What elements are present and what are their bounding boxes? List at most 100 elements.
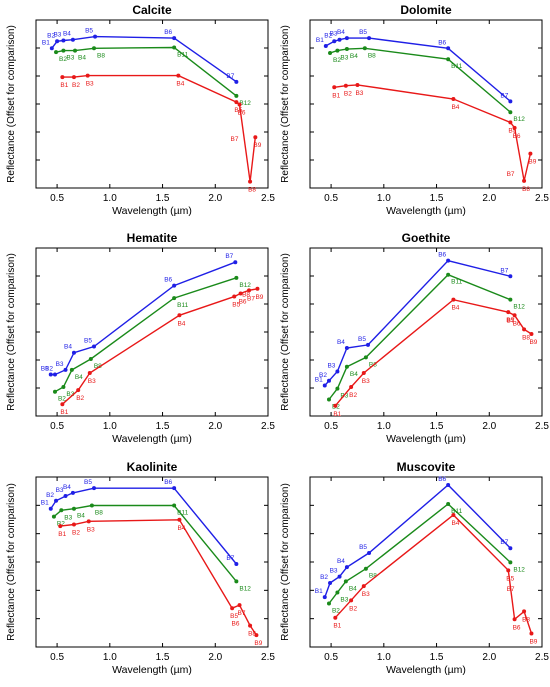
data-point	[332, 85, 337, 90]
data-point	[343, 579, 348, 584]
band-label: B9	[529, 339, 537, 346]
band-label: B9	[253, 142, 261, 149]
x-axis-label: Wavelength (µm)	[386, 664, 466, 676]
data-point	[335, 369, 340, 374]
band-label: B5	[358, 336, 366, 343]
band-label: B3	[56, 487, 64, 494]
data-point	[60, 75, 65, 80]
data-point	[362, 46, 367, 51]
band-label: B9	[254, 640, 262, 647]
band-label: B1	[316, 37, 324, 44]
x-tick-label: 1.0	[103, 652, 117, 663]
band-label: B6	[438, 252, 446, 259]
band-label: B1	[60, 82, 68, 89]
band-label: B12	[239, 282, 251, 289]
data-point	[512, 313, 517, 318]
data-point	[323, 43, 328, 48]
band-label: B1	[333, 411, 341, 418]
data-point	[87, 371, 92, 375]
band-label: B3	[86, 81, 94, 88]
band-label: B2	[349, 392, 357, 399]
band-label: B7	[226, 73, 234, 80]
data-point	[328, 50, 333, 55]
band-label: B6	[164, 277, 172, 284]
series-line	[328, 273, 511, 400]
data-point	[48, 506, 53, 511]
band-label: B3	[330, 568, 338, 575]
data-point	[51, 514, 56, 519]
x-axis-label: Wavelength (µm)	[112, 664, 192, 676]
data-point	[60, 402, 65, 407]
series-line	[62, 74, 256, 182]
chart-title: Kaolinite	[127, 460, 178, 474]
band-label: B7	[226, 555, 234, 562]
band-label: B3	[362, 378, 370, 385]
band-label: B12	[239, 585, 251, 592]
band-label: B2	[344, 91, 352, 98]
data-point	[234, 579, 239, 584]
x-tick-label: 1.5	[430, 193, 444, 204]
band-label: B2	[45, 366, 53, 373]
band-label: B4	[451, 104, 459, 111]
band-label: B3	[88, 378, 96, 385]
data-point	[333, 615, 338, 620]
band-label: B4	[63, 484, 71, 491]
data-point	[93, 34, 98, 39]
data-point	[254, 633, 259, 638]
data-point	[172, 45, 177, 50]
band-label: B4	[176, 81, 184, 88]
data-point	[451, 513, 456, 518]
data-point	[69, 367, 74, 372]
data-point	[59, 508, 64, 513]
data-point	[52, 372, 57, 377]
data-point	[508, 297, 513, 302]
band-label: B4	[78, 55, 86, 62]
band-label: B1	[333, 623, 341, 630]
band-label: B3	[330, 31, 338, 38]
data-point	[70, 490, 75, 495]
band-label: B6	[438, 476, 446, 483]
chart-title: Goethite	[402, 231, 451, 245]
data-point	[234, 93, 239, 98]
band-label: B7	[500, 267, 508, 274]
x-tick-label: 0.5	[50, 421, 64, 432]
series-line	[325, 37, 511, 102]
x-axis-label: Wavelength (µm)	[112, 433, 192, 445]
data-point	[344, 47, 349, 52]
band-label: B3	[340, 393, 348, 400]
data-point	[234, 79, 239, 84]
data-point	[234, 562, 239, 566]
data-point	[247, 288, 252, 293]
data-point	[92, 46, 96, 51]
band-label: B5	[359, 544, 367, 551]
x-tick-label: 2.5	[535, 193, 549, 204]
band-label: B6	[513, 133, 521, 140]
band-label: B5	[84, 479, 92, 486]
data-point	[54, 50, 59, 55]
band-label: B8	[94, 363, 102, 370]
data-point	[172, 296, 177, 301]
data-point	[512, 617, 517, 622]
data-point	[71, 350, 76, 355]
data-point	[508, 560, 513, 565]
data-point	[333, 403, 338, 408]
series-line	[324, 484, 511, 598]
data-point	[238, 291, 243, 296]
band-label: B1	[41, 500, 49, 507]
data-point	[344, 565, 349, 570]
band-label: B2	[58, 396, 66, 403]
band-label: B8	[368, 52, 376, 59]
chart-title: Calcite	[132, 3, 172, 17]
band-label: B1	[315, 376, 323, 383]
band-label: B3	[327, 362, 335, 369]
band-label: B4	[349, 585, 357, 592]
data-point	[508, 274, 513, 279]
data-point	[237, 102, 242, 107]
chart-muscovite: Muscovite 0.5 1.0 1.5 2.0 2.5 Wavelength (µm) R…	[280, 460, 549, 676]
x-axis-label: Wavelength (µm)	[386, 205, 466, 217]
x-tick-label: 2.5	[535, 652, 549, 663]
